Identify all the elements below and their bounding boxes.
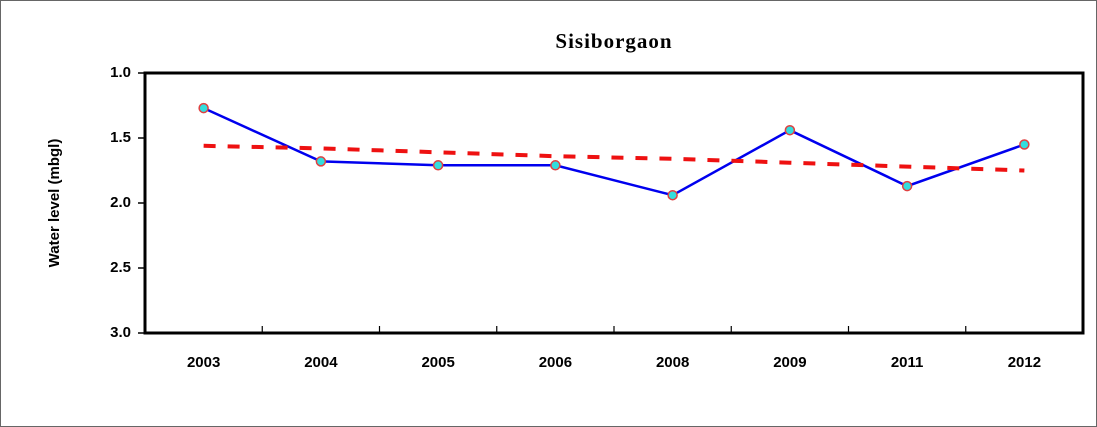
x-tick-label: 2005: [421, 354, 454, 371]
point: [550, 160, 561, 171]
x-tick-label: 2011: [891, 354, 924, 371]
x-tick-label: 2006: [539, 354, 572, 371]
y-tick-label: 3.0: [110, 324, 131, 341]
point: [901, 180, 913, 192]
point: [667, 189, 678, 201]
x-tick-label: 2008: [656, 354, 689, 371]
chart-title: Sisiborgaon: [555, 29, 672, 53]
x-tick-label: 2004: [304, 354, 338, 371]
y-tick-label: 1.5: [110, 129, 131, 146]
x-tick-label: 2003: [187, 354, 220, 371]
plot-frame: [143, 71, 1085, 335]
x-tick-label: 2009: [773, 354, 806, 371]
point: [315, 156, 327, 167]
x-tick-label: 2012: [1008, 354, 1041, 371]
y-tick-label: 2.5: [110, 259, 131, 276]
y-tick-label: 1.0: [110, 64, 131, 81]
point: [1019, 139, 1030, 150]
point: [432, 160, 444, 171]
y-tick-label: 2.0: [110, 194, 131, 211]
point: [198, 102, 209, 114]
point: [784, 124, 796, 136]
trend-line: [203, 143, 1025, 173]
y-axis-label: Water level (mbgl): [46, 139, 63, 268]
series-line: [203, 106, 1025, 197]
